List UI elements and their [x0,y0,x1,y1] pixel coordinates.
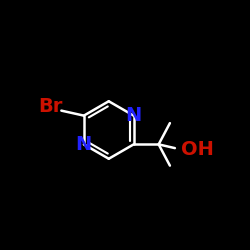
Text: N: N [126,106,142,125]
Text: Br: Br [38,97,62,116]
Text: N: N [76,135,92,154]
Text: OH: OH [181,140,214,159]
